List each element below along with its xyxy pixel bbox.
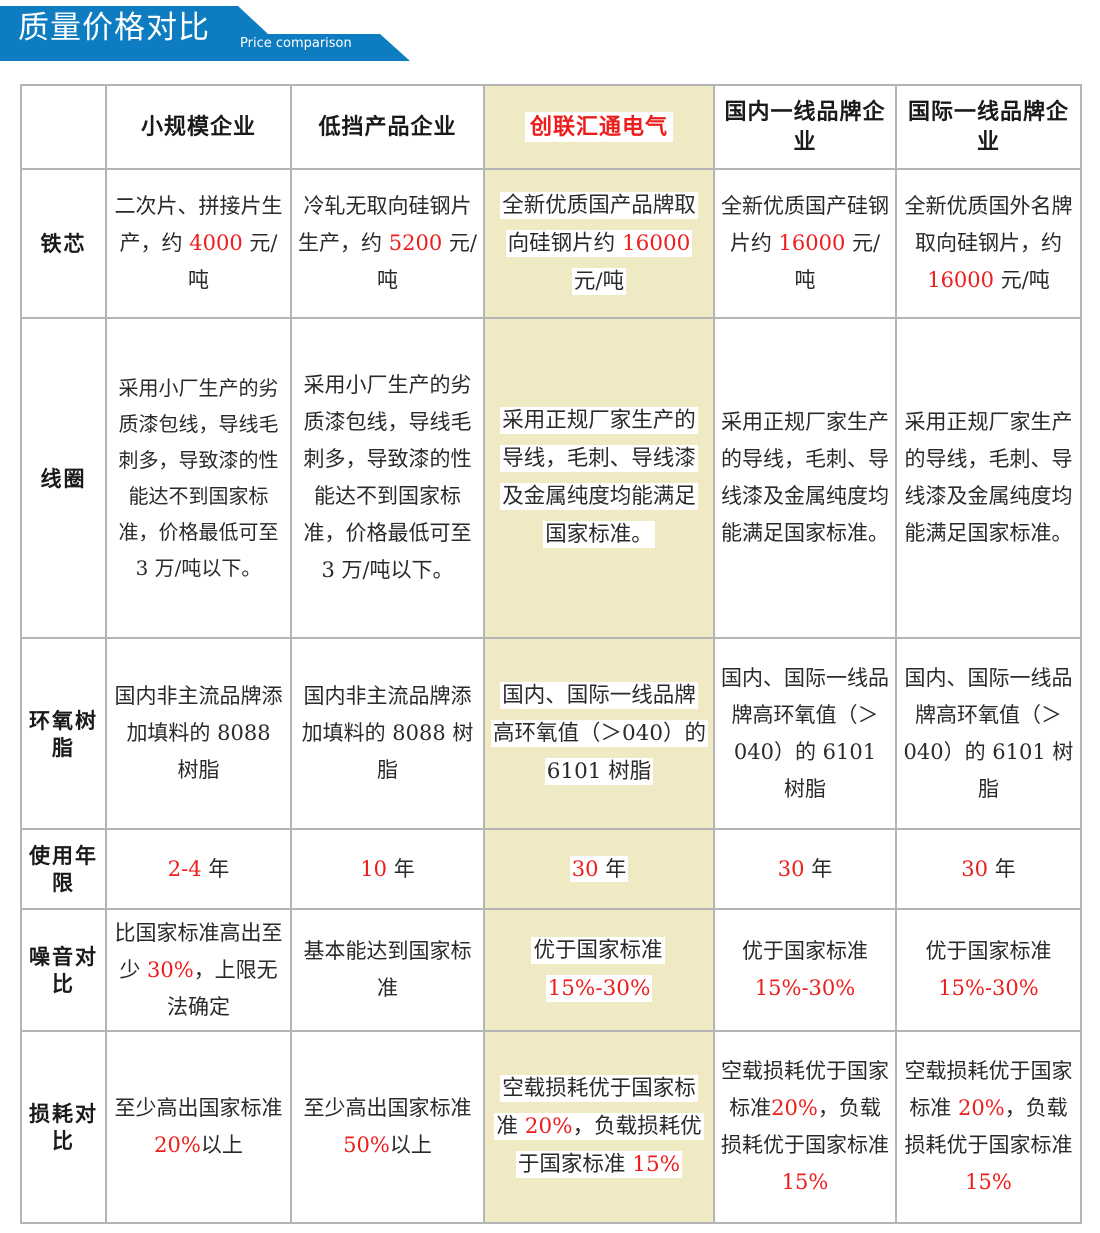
table-row: 损耗对比 至少高出国家标准 20%以上 至少高出国家标准 50%以上 空载损耗优…	[20, 1030, 1082, 1224]
cell-epoxy-brand: 国内、国际一线品牌高环氧值（＞040）的 6101 树脂	[483, 637, 715, 830]
table-row: 使用年限 2-4 年 10 年 30 年 30 年 30 年	[20, 828, 1082, 910]
table-row: 环氧树脂 国内非主流品牌添加填料的 8088 树脂 国内非主流品牌添加填料的 8…	[20, 637, 1082, 830]
row-label-epoxy: 环氧树脂	[20, 637, 107, 830]
table-row: 铁芯 二次片、拼接片生产，约 4000 元/吨 冷轧无取向硅钢片生产，约 520…	[20, 168, 1082, 319]
cell-core-domestic: 全新优质国产硅钢片约 16000 元/吨	[713, 168, 897, 319]
cell-coil-brand: 采用正规厂家生产的导线，毛刺、导线漆及金属纯度均能满足国家标准。	[483, 317, 715, 639]
table-header-row: 小规模企业 低挡产品企业 创联汇通电气 国内一线品牌企业 国际一线品牌企业	[20, 84, 1082, 170]
cell-loss-domestic: 空载损耗优于国家标准20%，负载损耗优于国家标准 15%	[713, 1030, 897, 1224]
cell-core-small: 二次片、拼接片生产，约 4000 元/吨	[105, 168, 292, 319]
cell-loss-brand: 空载损耗优于国家标准 20%，负载损耗优于国家标准 15%	[483, 1030, 715, 1224]
cell-core-lowend: 冷轧无取向硅钢片生产，约 5200 元/吨	[290, 168, 485, 319]
cell-lifespan-international: 30 年	[895, 828, 1082, 910]
cell-loss-small: 至少高出国家标准 20%以上	[105, 1030, 292, 1224]
row-label-coil: 线圈	[20, 317, 107, 639]
cell-noise-domestic: 优于国家标准 15%-30%	[713, 908, 897, 1032]
cell-noise-international: 优于国家标准 15%-30%	[895, 908, 1082, 1032]
cell-epoxy-lowend: 国内非主流品牌添加填料的 8088 树脂	[290, 637, 485, 830]
cell-epoxy-international: 国内、国际一线品牌高环氧值（＞040）的 6101 树脂	[895, 637, 1082, 830]
row-label-lifespan: 使用年限	[20, 828, 107, 910]
cell-loss-lowend: 至少高出国家标准 50%以上	[290, 1030, 485, 1224]
cell-noise-lowend: 基本能达到国家标准	[290, 908, 485, 1032]
cell-lifespan-small: 2-4 年	[105, 828, 292, 910]
comparison-table-wrapper: 小规模企业 低挡产品企业 创联汇通电气 国内一线品牌企业 国际一线品牌企业 铁芯…	[0, 70, 1100, 1224]
cell-core-international: 全新优质国外名牌取向硅钢片，约 16000 元/吨	[895, 168, 1082, 319]
cell-loss-international: 空载损耗优于国家标准 20%，负载损耗优于国家标准 15%	[895, 1030, 1082, 1224]
header-small-scale: 小规模企业	[105, 84, 292, 170]
header-corner-cell	[20, 84, 107, 170]
cell-lifespan-lowend: 10 年	[290, 828, 485, 910]
row-label-core: 铁芯	[20, 168, 107, 319]
cell-coil-small: 采用小厂生产的劣质漆包线，导线毛刺多，导致漆的性能达不到国家标准，价格最低可至 …	[105, 317, 292, 639]
header-brand-label: 创联汇通电气	[524, 112, 673, 142]
cell-lifespan-brand: 30 年	[483, 828, 715, 910]
cell-noise-small: 比国家标准高出至少 30%，上限无法确定	[105, 908, 292, 1032]
cell-coil-domestic: 采用正规厂家生产的导线，毛刺、导线漆及金属纯度均能满足国家标准。	[713, 317, 897, 639]
header-low-end: 低挡产品企业	[290, 84, 485, 170]
header-international-top: 国际一线品牌企业	[895, 84, 1082, 170]
cell-noise-brand: 优于国家标准 15%-30%	[483, 908, 715, 1032]
cell-coil-lowend: 采用小厂生产的劣质漆包线，导线毛刺多，导致漆的性能达不到国家标准，价格最低可至 …	[290, 317, 485, 639]
header-brand-highlight: 创联汇通电气	[483, 84, 715, 170]
banner-subtitle: Price comparison	[240, 36, 352, 51]
cell-epoxy-domestic: 国内、国际一线品牌高环氧值（＞040）的 6101 树脂	[713, 637, 897, 830]
header-domestic-top: 国内一线品牌企业	[713, 84, 897, 170]
row-label-noise: 噪音对比	[20, 908, 107, 1032]
row-label-loss: 损耗对比	[20, 1030, 107, 1224]
page-banner: 质量价格对比 Price comparison	[0, 0, 1100, 70]
cell-epoxy-small: 国内非主流品牌添加填料的 8088 树脂	[105, 637, 292, 830]
comparison-table: 小规模企业 低挡产品企业 创联汇通电气 国内一线品牌企业 国际一线品牌企业 铁芯…	[20, 84, 1082, 1224]
table-row: 线圈 采用小厂生产的劣质漆包线，导线毛刺多，导致漆的性能达不到国家标准，价格最低…	[20, 317, 1082, 639]
cell-core-brand: 全新优质国产品牌取向硅钢片约 16000 元/吨	[483, 168, 715, 319]
banner-title: 质量价格对比	[18, 10, 210, 46]
cell-lifespan-domestic: 30 年	[713, 828, 897, 910]
table-row: 噪音对比 比国家标准高出至少 30%，上限无法确定 基本能达到国家标准 优于国家…	[20, 908, 1082, 1032]
cell-coil-international: 采用正规厂家生产的导线，毛刺、导线漆及金属纯度均能满足国家标准。	[895, 317, 1082, 639]
